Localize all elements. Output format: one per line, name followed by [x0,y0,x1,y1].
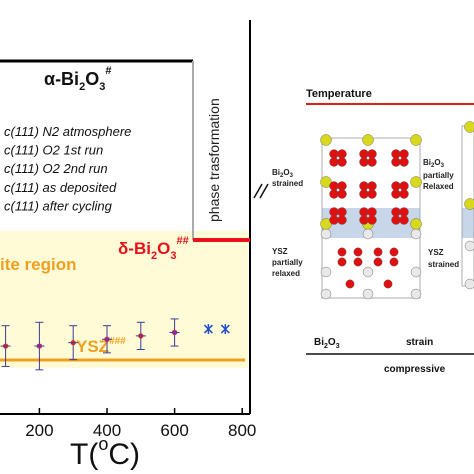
atom-lattice [320,121,474,300]
svg-text:✶: ✶ [36,341,44,351]
svg-text:YSZ: YSZ [428,248,444,257]
legend: c(111) N2 atmosphere c(111) O2 1st run c(1… [4,124,131,213]
bottom-bi2o3-label: Bi2O3 [314,337,340,350]
data-point [68,325,79,361]
ysz-label: YSZ### [76,336,126,356]
svg-text:T(oC): T(oC) [70,434,140,471]
data-point: ✶ [36,341,44,351]
legend-entry: c(111) N2 atmosphere [4,124,131,139]
x-ticks: 200 400 600 800 [25,408,256,440]
alpha-label: α-Bi2O3# [44,65,111,93]
svg-text:YSZ###: YSZ### [76,336,126,356]
svg-text:Relaxed: Relaxed [423,182,454,191]
svg-text:partially: partially [423,171,454,180]
mid-top-annotation: Bi2O3 partially Relaxed [423,158,454,191]
data-point: ✶ [171,327,179,337]
legend-entry: c(111) as deposited [4,180,117,195]
svg-text:Bi2O3: Bi2O3 [423,158,445,169]
legend-entry: c(111) O2 2nd run [4,161,108,176]
data-markers: ✶ ✶ ✶ [0,318,230,371]
legend-entry: c(111) O2 1st run [4,143,103,158]
bottom-compressive-label: compressive [384,364,446,375]
svg-text:partially: partially [272,258,303,267]
delta-label: δ-Bi2O3## [118,235,189,262]
svg-text:✶: ✶ [171,327,179,337]
data-point [169,318,180,347]
data-point [203,324,213,335]
data-point [0,325,11,367]
schematic-title: Temperature [306,88,372,100]
svg-text:strained: strained [428,260,459,269]
svg-text:YSZ: YSZ [272,247,288,256]
data-point [135,321,146,350]
data-point [220,324,230,335]
x-tick-label: 600 [160,421,188,440]
svg-text:relaxed: relaxed [272,269,300,278]
svg-text:α-Bi2O3#: α-Bi2O3# [44,65,111,93]
x-tick-label: 800 [228,421,256,440]
data-point: ✶ [103,334,111,344]
svg-text:✶: ✶ [103,334,111,344]
svg-text:Bi2O3: Bi2O3 [272,168,294,179]
composite-region-label: ite region [0,255,77,274]
legend-entry: c(111) after cycling [4,198,113,213]
interface-band-right [462,208,474,238]
phase-transformation-label: phase trasformation [206,98,222,222]
bottom-strain-label: strain [406,337,433,348]
mid-bottom-annotation: YSZ strained [428,248,459,269]
schematic: Temperature Bi2O3 strained Bi2O3 partial… [272,88,474,375]
data-point [34,321,45,371]
x-axis-label: T(oC) [70,434,140,471]
x-tick-label: 200 [25,421,53,440]
svg-text:strained: strained [272,179,303,188]
data-point [102,325,112,354]
left-bottom-annotation: YSZ partially relaxed [272,247,303,278]
left-top-annotation: Bi2O3 strained [272,168,303,188]
x-tick-label: 400 [93,421,121,440]
svg-text:δ-Bi2O3##: δ-Bi2O3## [118,235,189,262]
axis-break-mark [253,183,269,199]
